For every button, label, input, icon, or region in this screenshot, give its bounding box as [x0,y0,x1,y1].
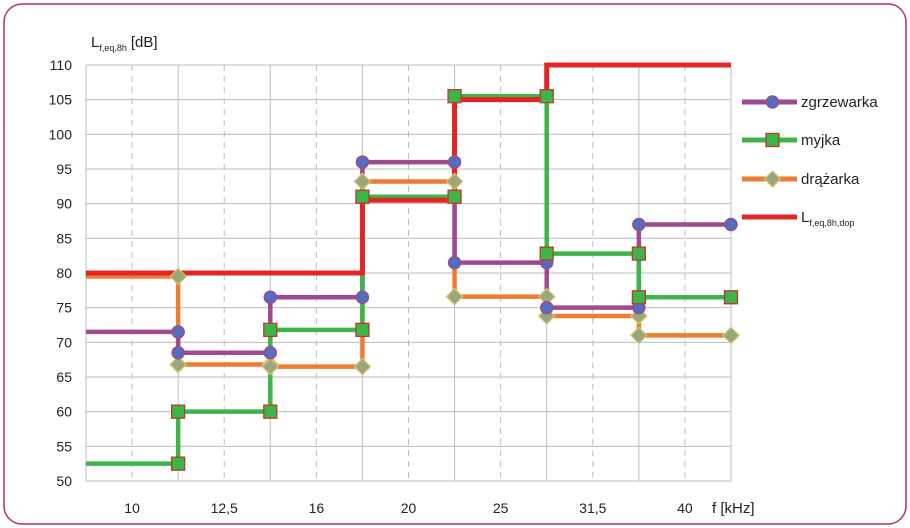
data-point-myjka [263,404,278,419]
y-tick-label: 90 [56,196,72,212]
data-point-drążarka [722,326,740,345]
y-tick-label: 50 [56,473,72,489]
y-axis-title: Lf,eq,8h [dB] [91,34,158,53]
data-point-myjka [631,246,647,261]
y-tick-label: 70 [56,334,72,350]
data-point-myjka [447,189,462,204]
series-markers [169,89,740,471]
legend-marker [765,132,780,148]
y-tick-label: 60 [56,404,72,420]
x-tick-label: 31,5 [579,500,606,516]
data-point-myjka [170,404,186,419]
data-point-zgrzewarka [724,217,738,232]
legend: zgrzewarka myjka drążarka Lf,eq,8h,dop [742,94,878,228]
data-point-drążarka [169,355,188,374]
data-point-zgrzewarka [355,290,370,305]
legend-marker [765,95,780,109]
x-tick-label: 12,5 [211,500,238,516]
x-tick-label: 10 [124,500,140,516]
data-point-zgrzewarka [263,345,278,360]
y-tick-label: 105 [49,92,73,108]
data-point-drążarka [629,326,648,345]
data-point-zgrzewarka [632,217,646,232]
data-point-zgrzewarka [171,325,185,339]
data-point-drążarka [353,357,372,376]
data-point-drążarka [261,357,280,376]
data-point-drążarka [445,172,464,191]
data-point-zgrzewarka [355,155,370,169]
legend-label: myjka [801,132,841,149]
data-point-myjka [355,322,370,338]
y-tick-label: 95 [56,161,72,177]
series-line-drążarka [86,179,731,369]
y-tick-label: 100 [49,126,73,142]
x-tick-label: 40 [677,500,693,516]
data-point-myjka [723,290,739,305]
y-tick-label: 110 [50,57,73,73]
x-tick-label: 16 [309,500,325,516]
data-point-myjka [447,89,462,104]
data-point-myjka [539,89,554,104]
series-line-myjka [86,93,731,466]
x-tick-labels: 10 12,5 16 20 25 31,5 40 [124,500,693,516]
data-point-drążarka [169,267,188,286]
y-tick-labels: 50 55 60 65 70 75 80 85 90 95 100 105 110 [49,57,73,489]
y-tick-label: 65 [56,369,72,385]
data-point-zgrzewarka [171,345,185,360]
data-point-myjka [355,189,370,204]
legend-marker [763,170,782,188]
y-tick-label: 55 [56,438,72,454]
y-tick-label: 75 [56,300,72,316]
data-point-myjka [170,456,186,471]
legend-label: zgrzewarka [801,94,878,111]
series-line-zgrzewarka [86,159,731,355]
data-point-drążarka [445,287,464,306]
y-tick-label: 80 [56,265,72,281]
x-tick-label: 25 [493,500,509,516]
data-point-zgrzewarka [539,300,554,315]
x-axis-title: f [kHz] [712,500,755,517]
data-point-zgrzewarka [263,290,278,305]
x-tick-label: 20 [401,500,417,516]
data-point-zgrzewarka [447,255,462,270]
data-point-myjka [631,290,647,305]
data-point-zgrzewarka [447,155,462,169]
data-point-drążarka [353,172,372,191]
y-tick-label: 85 [56,230,72,246]
data-point-myjka [539,246,554,261]
legend-label: Lf,eq,8h,dop [801,209,854,228]
data-point-myjka [263,322,278,338]
legend-label: drążarka [801,171,860,188]
